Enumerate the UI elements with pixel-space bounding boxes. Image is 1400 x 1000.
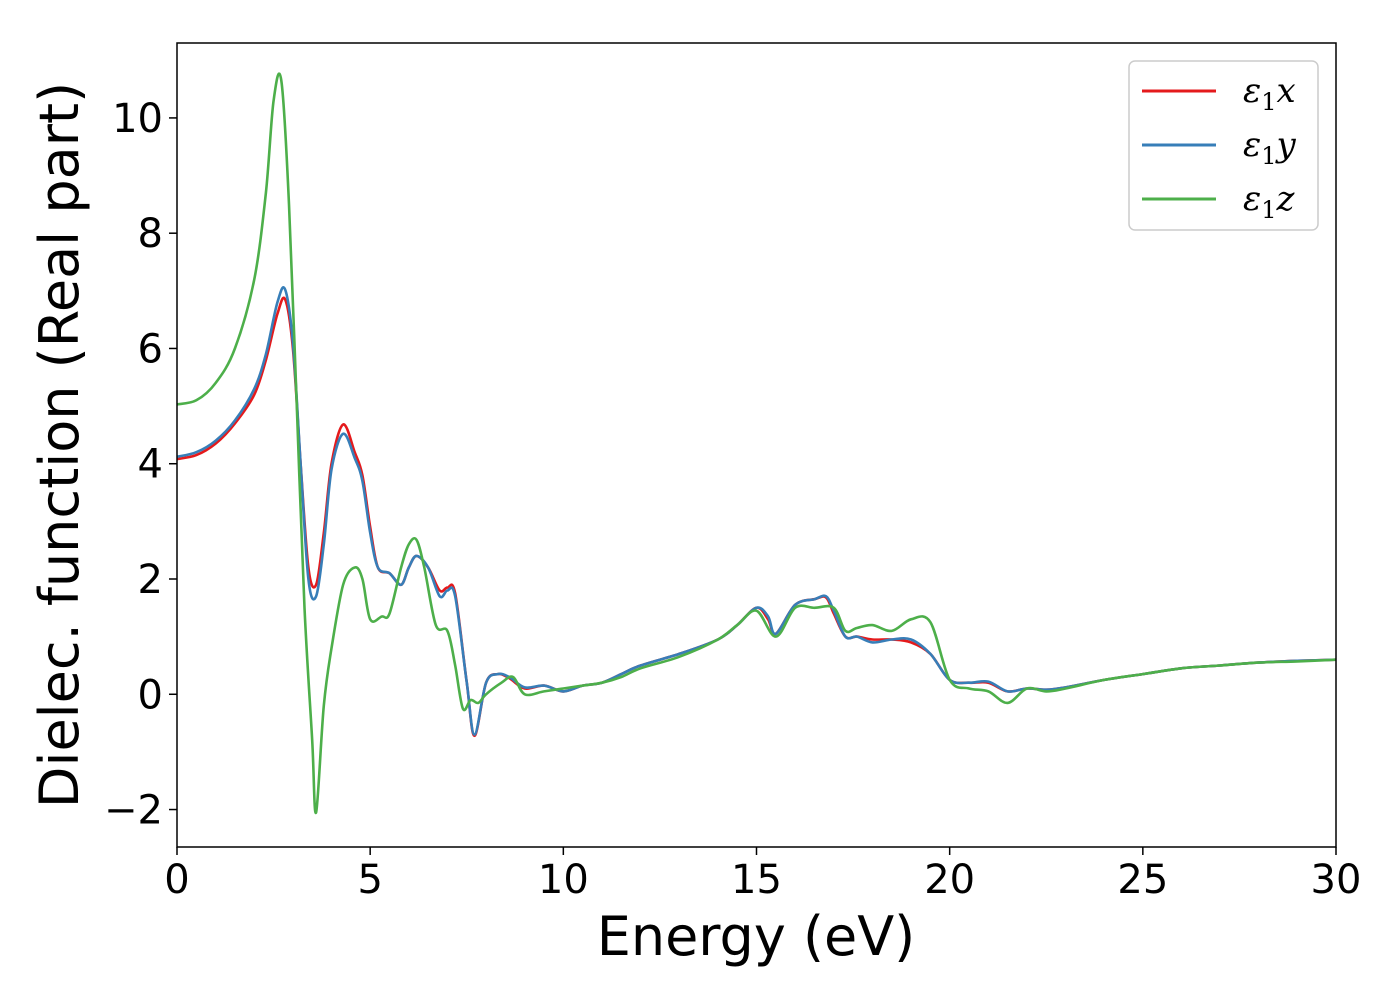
- legend-label-z: ε1z: [1243, 179, 1296, 224]
- x-tick-label: 0: [164, 857, 189, 903]
- legend-label-y: ε1y: [1243, 125, 1297, 170]
- legend: ε1x ε1y ε1z: [1128, 60, 1319, 231]
- x-tick-label: 5: [357, 857, 382, 903]
- y-tick-label: 4: [138, 442, 163, 488]
- x-tick-label: 15: [731, 857, 782, 903]
- legend-label-x: ε1x: [1243, 71, 1296, 116]
- x-tick-label: 25: [1117, 857, 1168, 903]
- y-tick-label: 8: [138, 211, 163, 257]
- series-line-z: [177, 72, 1336, 815]
- x-tick-label: 30: [1311, 857, 1362, 903]
- series-line-y: [177, 286, 1336, 736]
- x-tick-label: 10: [538, 857, 589, 903]
- series-layer: [177, 72, 1336, 815]
- y-axis: −2 0 2 4 6 8 10: [104, 96, 177, 834]
- y-tick-label: 0: [138, 672, 163, 718]
- x-axis: 0 5 10 15 20 25 30: [164, 847, 1361, 903]
- y-tick-label: 2: [138, 557, 163, 603]
- y-tick-label: 10: [112, 96, 163, 142]
- legend-box: [1128, 60, 1319, 231]
- y-tick-label: 6: [138, 326, 163, 372]
- x-tick-label: 20: [924, 857, 975, 903]
- y-axis-title: Dielec. function (Real part): [28, 82, 91, 808]
- y-tick-label: −2: [104, 788, 163, 834]
- x-axis-title: Energy (eV): [597, 905, 916, 968]
